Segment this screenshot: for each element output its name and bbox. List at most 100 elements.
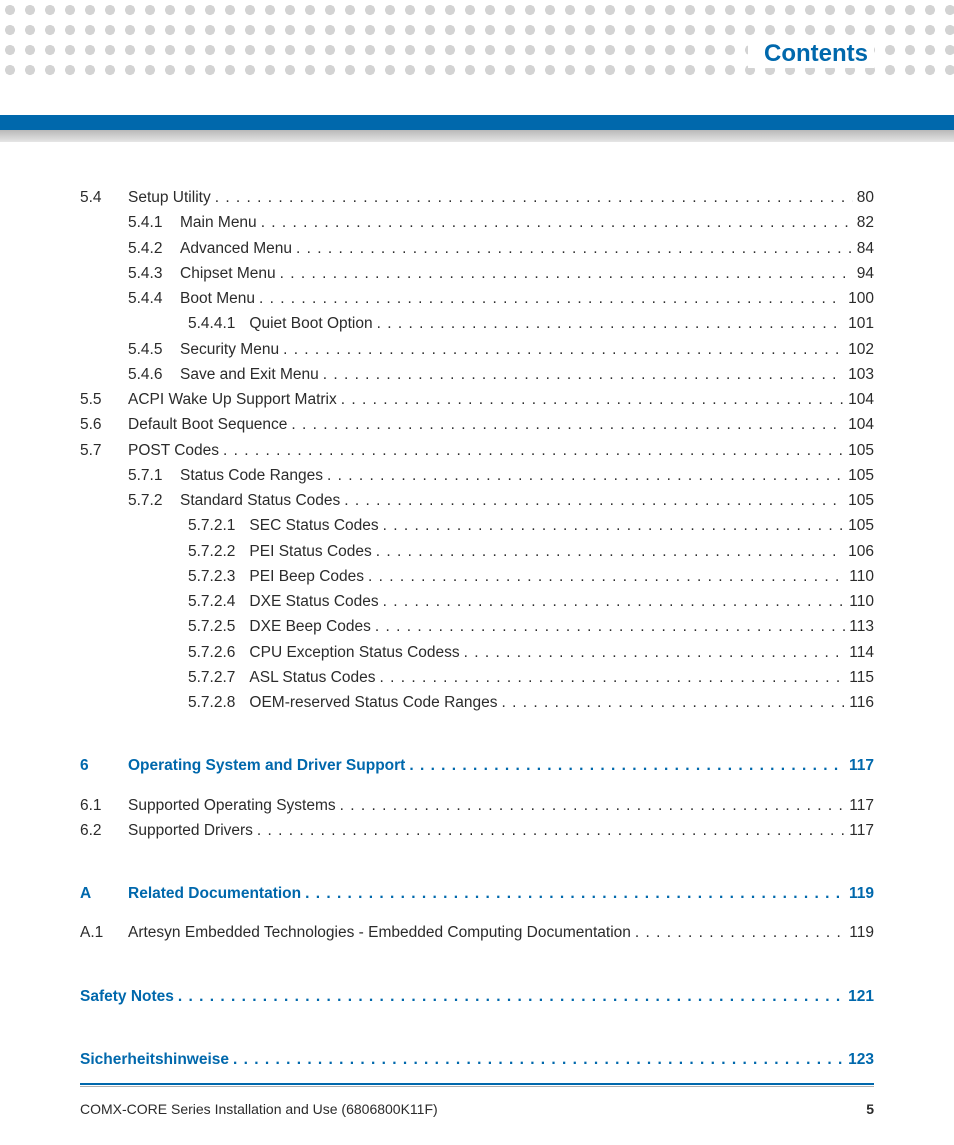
toc-leader [464,640,846,665]
toc-entry[interactable]: 5.4.2Advanced Menu 84 [80,236,874,261]
toc-number: 5.6 [80,412,128,437]
toc-leader [383,589,846,614]
toc-entry[interactable]: 5.4.6Save and Exit Menu 103 [80,362,874,387]
toc-entry[interactable]: 5.4Setup Utility80 [80,185,874,210]
toc-entry[interactable]: 5.7.1Status Code Ranges105 [80,463,874,488]
toc-entry[interactable]: 5.4.5Security Menu102 [80,337,874,362]
toc-leader [305,881,845,906]
toc-title: Related Documentation [128,881,301,906]
toc-entry[interactable]: 6.1Supported Operating Systems117 [80,793,874,818]
toc-page: 116 [849,690,874,715]
toc-page: 113 [849,614,874,639]
footer-page-number: 5 [866,1101,874,1117]
toc-page: 84 [857,236,874,261]
toc-page: 110 [849,564,874,589]
toc-title: Operating System and Driver Support [128,753,405,778]
toc-chapter[interactable]: 6Operating System and Driver Support117 [80,753,874,778]
toc-entry[interactable]: 5.7.2.5DXE Beep Codes113 [80,614,874,639]
toc-entry[interactable]: 5.7.2.2PEI Status Codes106 [80,539,874,564]
toc-entry[interactable]: 5.7.2Standard Status Codes105 [80,488,874,513]
toc-leader [409,753,845,778]
toc-page: 105 [848,438,874,463]
toc-leader [261,210,853,235]
toc-chapter[interactable]: Safety Notes121 [80,984,874,1009]
toc-page: 119 [849,920,874,945]
toc-title: Quiet Boot Option [249,311,372,336]
toc-page: 103 [848,362,874,387]
toc-page: 117 [849,793,874,818]
toc-leader [327,463,844,488]
toc-number: 5.4.3 [128,261,180,286]
toc-entry[interactable]: 5.7.2.1SEC Status Codes105 [80,513,874,538]
toc-title: Save and Exit Menu [180,362,319,387]
toc-number: 5.4 [80,185,128,210]
toc-entry[interactable]: 5.7POST Codes105 [80,438,874,463]
toc-leader [233,1047,844,1072]
toc-title: DXE Status Codes [249,589,378,614]
toc-entry[interactable]: 5.4.4.1Quiet Boot Option101 [80,311,874,336]
toc-leader [257,818,845,843]
toc-entry[interactable]: 5.7.2.7ASL Status Codes115 [80,665,874,690]
toc-leader [341,387,844,412]
toc-title: PEI Beep Codes [249,564,364,589]
toc-chapter[interactable]: ARelated Documentation119 [80,881,874,906]
toc-leader [383,513,844,538]
toc-page: 82 [857,210,874,235]
toc-page: 104 [848,412,874,437]
page-title: Contents [748,40,874,68]
toc-leader [223,438,844,463]
toc-title: Status Code Ranges [180,463,323,488]
toc-title: ACPI Wake Up Support Matrix [128,387,337,412]
toc-page: 94 [857,261,874,286]
toc-title: Standard Status Codes [180,488,340,513]
toc-leader [283,337,844,362]
toc-entry[interactable]: 5.4.1Main Menu 82 [80,210,874,235]
toc-chapter[interactable]: Sicherheitshinweise123 [80,1047,874,1072]
toc-entry[interactable]: A.1Artesyn Embedded Technologies - Embed… [80,920,874,945]
header-gray-bar [0,130,954,142]
toc-entry[interactable]: 5.5ACPI Wake Up Support Matrix104 [80,387,874,412]
toc-number: 6 [80,753,128,778]
toc-number: 5.4.1 [128,210,180,235]
toc-leader [377,311,845,336]
toc-title: ASL Status Codes [249,665,375,690]
toc-number: 5.7.2.6 [188,640,249,665]
toc-page: 106 [848,539,874,564]
toc-page: 123 [848,1047,874,1072]
toc-leader [635,920,845,945]
toc-title: Chipset Menu [180,261,276,286]
toc-number: 5.7.2.5 [188,614,249,639]
toc-entry[interactable]: 6.2Supported Drivers117 [80,818,874,843]
toc-entry[interactable]: 5.6Default Boot Sequence104 [80,412,874,437]
toc-page: 110 [849,589,874,614]
toc-entry[interactable]: 5.7.2.3PEI Beep Codes110 [80,564,874,589]
toc-leader [215,185,853,210]
toc-page: 105 [848,488,874,513]
toc-leader [375,614,845,639]
toc-page: 100 [848,286,874,311]
toc-entry[interactable]: 5.4.3Chipset Menu 94 [80,261,874,286]
toc-leader [368,564,845,589]
footer-doc-title: COMX-CORE Series Installation and Use (6… [80,1101,438,1117]
toc-entry[interactable]: 5.7.2.8OEM-reserved Status Code Ranges11… [80,690,874,715]
toc-page: 102 [848,337,874,362]
toc-title: OEM-reserved Status Code Ranges [249,690,497,715]
toc-leader [296,236,853,261]
toc-title: Advanced Menu [180,236,292,261]
toc-title: POST Codes [128,438,219,463]
toc-leader [291,412,844,437]
toc-leader [344,488,844,513]
toc-title: Main Menu [180,210,257,235]
toc-page: 114 [849,640,874,665]
toc-title: Supported Drivers [128,818,253,843]
toc-leader [280,261,853,286]
toc-number: 5.7.2.4 [188,589,249,614]
toc-entry[interactable]: 5.4.4Boot Menu100 [80,286,874,311]
toc-entry[interactable]: 5.7.2.4DXE Status Codes 110 [80,589,874,614]
toc-number: 5.4.4.1 [188,311,249,336]
toc-title: Artesyn Embedded Technologies - Embedded… [128,920,631,945]
toc-entry[interactable]: 5.7.2.6CPU Exception Status Codess114 [80,640,874,665]
toc-title: Setup Utility [128,185,211,210]
toc-number: 5.4.6 [128,362,180,387]
toc-number: 5.4.2 [128,236,180,261]
